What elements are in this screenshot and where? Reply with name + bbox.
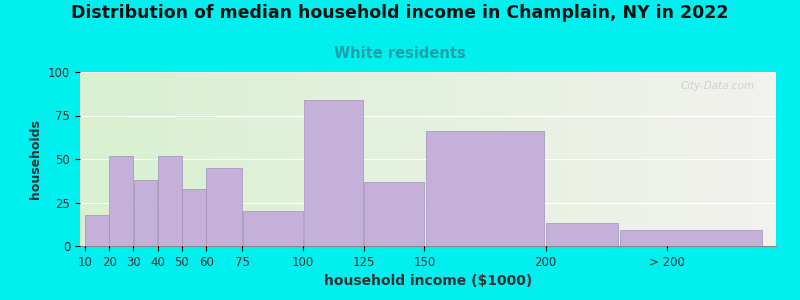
Bar: [85, 215, 109, 246]
Text: Distribution of median household income in Champlain, NY in 2022: Distribution of median household income …: [71, 4, 729, 22]
Bar: [546, 224, 618, 246]
Bar: [304, 100, 363, 246]
Text: White residents: White residents: [334, 46, 466, 62]
Bar: [206, 168, 242, 246]
Bar: [110, 155, 133, 246]
X-axis label: household income ($1000): household income ($1000): [324, 274, 532, 288]
Y-axis label: households: households: [30, 119, 42, 199]
Bar: [134, 180, 158, 246]
Bar: [426, 131, 545, 246]
Bar: [364, 182, 424, 246]
Text: City-Data.com: City-Data.com: [681, 81, 755, 91]
Bar: [243, 211, 302, 246]
Bar: [182, 189, 206, 246]
Bar: [158, 155, 182, 246]
Bar: [620, 230, 762, 246]
